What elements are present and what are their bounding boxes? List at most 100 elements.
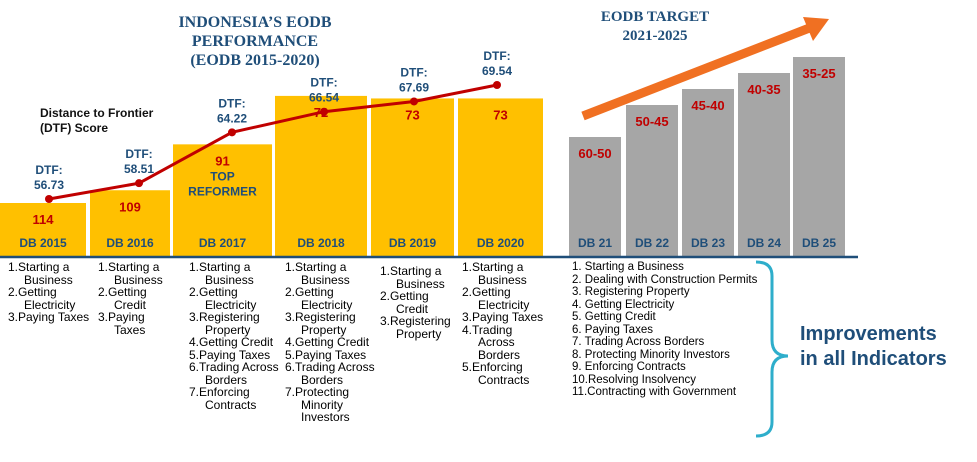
indicator-list-db-2015: 1.Starting a Business 2.Getting Electrici… [8,261,90,324]
dtf-prefix-label: DTF: [35,163,62,177]
target-bar [626,105,678,256]
target-indicator-item: 9. Enforcing Contracts [572,361,686,373]
rank-bar [371,98,454,256]
rank-value-label: 73 [405,107,419,122]
dtf-value-label: 66.54 [309,91,339,105]
rank-bar [90,190,170,256]
target-value-label: 40-35 [747,82,780,97]
target-value-label: 45-40 [691,98,724,113]
target-indicator-item: 7. Trading Across Borders [572,336,705,348]
indicator-item: 2.Getting Electricity [285,285,353,312]
target-value-label: 50-45 [635,114,668,129]
indicator-item: 1.Starting a Business [189,260,254,287]
target-indicator-item: 2. Dealing with Construction Permits [572,273,758,286]
indicator-item: 1.Starting a Business [8,260,73,287]
category-label: DB 2016 [106,236,154,250]
improvements-label: Improvements in all Indicators [800,322,975,372]
indicator-item: 5.Paying Taxes [285,347,367,362]
rank-value-label: 109 [119,199,141,214]
indicator-item: 7.Enforcing Contracts [189,385,257,412]
top-reformer-label: TOP [210,169,234,183]
dtf-prefix-label: DTF: [218,96,245,110]
dtf-point [493,80,501,89]
indicator-item: 4.Trading Across Borders [462,322,521,362]
target-title-line: 2021-2025 [622,28,688,44]
performance-title-line: PERFORMANCE [191,33,319,50]
dtf-prefix-label: DTF: [400,65,427,79]
dtf-point [45,195,53,203]
target-value-label: 60-50 [578,146,611,161]
target-category-label: DB 22 [635,236,669,250]
dtf-caption-line: (DTF) Score [40,121,109,135]
indicator-list-db-2019: 1.Starting a Business 2.Getting Credit 3.R… [380,265,460,340]
dtf-prefix-label: DTF: [483,49,510,63]
target-category-label: DB 25 [802,236,836,250]
indicator-item: 1.Starting a Business [462,260,527,287]
indicator-item: 3.Registering Property [285,310,356,337]
top-reformer-label: REFORMER [188,184,257,198]
indicator-item: 3.Registering Property [189,310,260,337]
indicator-list-db-2020: 1.Starting a Business 2.Getting Electrici… [462,261,550,386]
indicator-list-db-2018: 1.Starting a Business 2.Getting Electrici… [285,261,377,424]
indicator-item: 1.Starting a Business [380,264,445,291]
category-label: DB 2018 [297,236,345,250]
dtf-prefix-label: DTF: [310,76,337,90]
indicator-item: 2.Getting Electricity [462,285,530,312]
target-indicator-item: 4. Getting Electricity [572,298,675,311]
indicator-item: 1.Starting a Business [285,260,350,287]
rank-bar [0,203,86,256]
indicator-item: 2.Getting Credit [380,289,429,316]
dtf-value-label: 67.69 [399,80,429,94]
indicator-item: 3.Registering Property [380,314,451,341]
indicator-item: 3.Paying Taxes [462,310,544,324]
target-value-label: 35-25 [802,66,835,81]
indicator-item: 2.Getting Electricity [189,285,257,312]
dtf-line [48,83,498,201]
indicator-item: 5.Enforcing Contracts [462,360,530,387]
target-bar [738,73,790,256]
dtf-prefix-label: DTF: [125,147,152,161]
rank-value-label: 114 [33,212,55,227]
brace-icon [755,260,789,438]
performance-title-line: (EODB 2015-2020) [190,52,320,69]
dtf-point [320,107,328,116]
dtf-value-label: 69.54 [482,64,512,78]
category-label: DB 2020 [477,236,525,250]
improvements-line: Improvements [800,323,937,345]
indicator-item: 7.Protecting Minority Investors [285,385,350,424]
target-category-label: DB 23 [691,236,725,250]
target-title-line: EODB TARGET [600,9,710,25]
target-indicator-item: 1. Starting a Business [572,261,684,273]
indicator-item: 4.Getting Credit [285,335,370,349]
improvements-line: in all Indicators [800,348,947,370]
indicator-item: 3.Paying Taxes [8,310,90,324]
target-indicator-item: 8. Protecting Minority Investors [572,348,730,361]
dtf-caption: Distance to Frontier (DTF) Score [40,106,180,136]
performance-title-line: INDONESIA’S EODB [178,14,332,31]
dtf-caption-line: Distance to Frontier [40,106,154,120]
target-indicator-item: 3. Registering Property [572,286,690,298]
dtf-point [410,97,418,106]
target-bar [682,89,734,256]
target-bar [569,137,621,256]
performance-title: INDONESIA’S EODB PERFORMANCE (EODB 2015-… [110,13,400,70]
target-indicator-item: 11.Contracting with Government [572,386,737,398]
indicator-item: 5.Paying Taxes [189,347,271,362]
target-indicator-list: 1. Starting a Business 2. Dealing with Co… [572,261,772,399]
rank-bar [458,98,543,256]
target-title: EODB TARGET 2021-2025 [560,8,750,46]
dtf-point [228,128,236,137]
target-category-label: DB 21 [578,236,612,250]
rank-value-label: 91 [215,153,229,168]
indicator-item: 6.Trading Across Borders [285,360,375,387]
indicator-item: 3.Paying Taxes [98,310,146,337]
rank-bar [173,144,272,256]
target-indicator-item: 10.Resolving Insolvency [572,373,697,386]
dtf-value-label: 64.22 [217,111,247,125]
rank-bar [275,95,367,257]
indicator-list-db-2017: 1.Starting a Business 2.Getting Electrici… [189,261,283,411]
dtf-value-label: 58.51 [124,162,154,176]
dtf-value-label: 56.73 [34,178,64,192]
target-category-label: DB 24 [747,236,781,250]
